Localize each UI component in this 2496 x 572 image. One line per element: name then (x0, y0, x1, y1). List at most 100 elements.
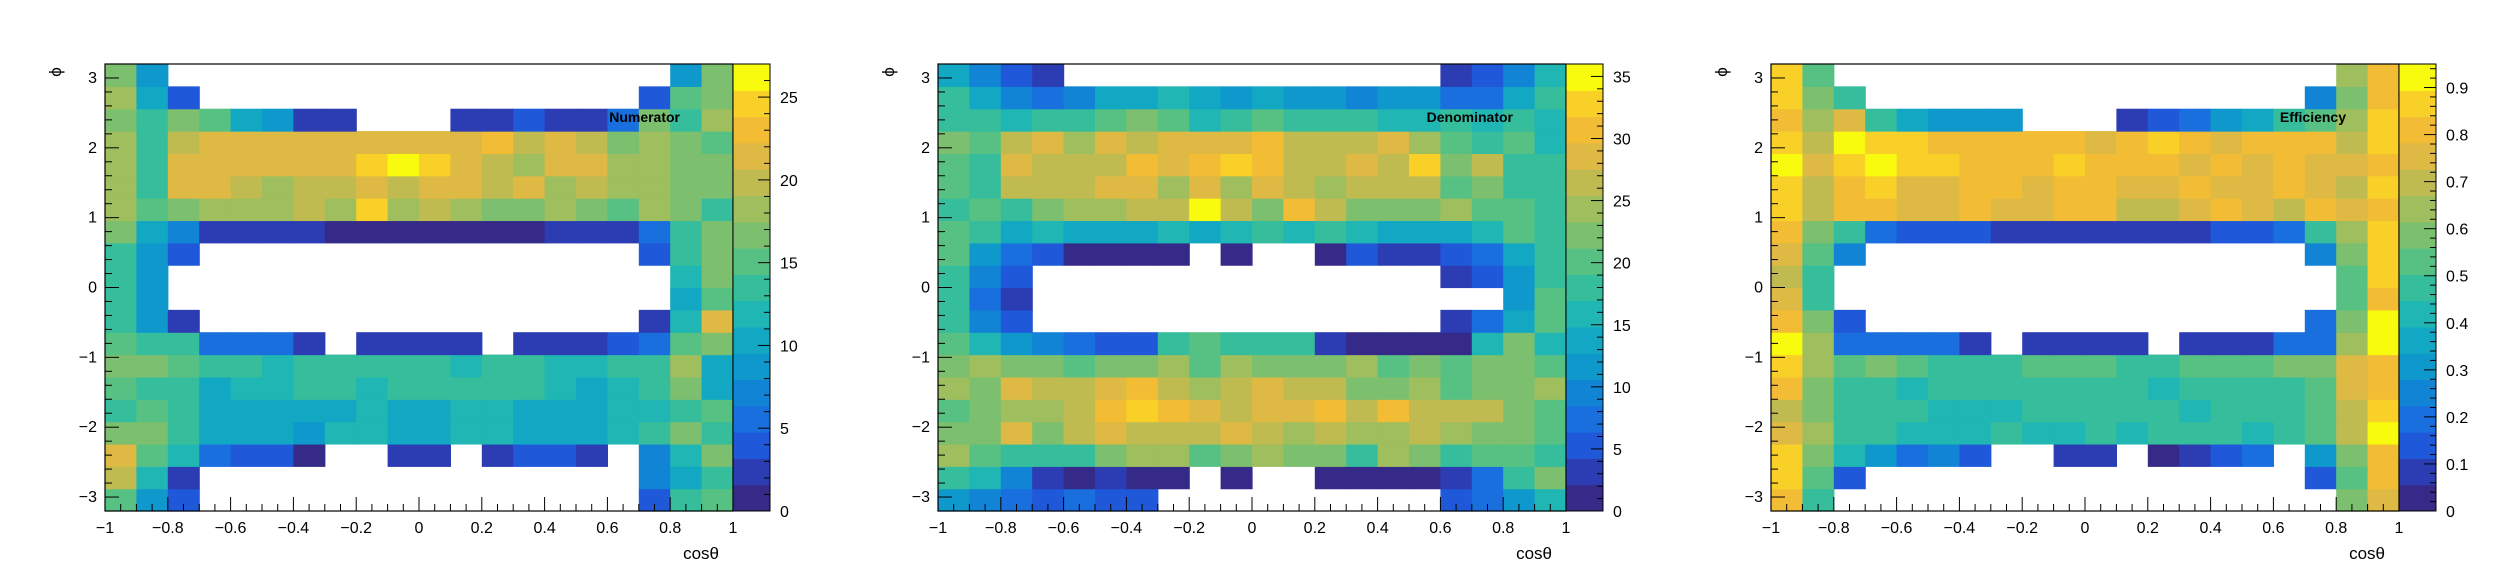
color-scale-band (733, 169, 770, 196)
heatmap-cell (1126, 421, 1159, 445)
heatmap-cell (2147, 443, 2180, 467)
heatmap-cell (1534, 376, 1567, 400)
y-tick-label: 0 (88, 280, 97, 297)
heatmap-cell (1471, 309, 1504, 333)
heatmap-cell (1283, 153, 1316, 177)
heatmap-cell (262, 198, 294, 222)
x-axis-label: cosθ (2349, 544, 2385, 563)
x-tick-label: 0 (2081, 520, 2090, 537)
color-scale-band (733, 195, 770, 223)
heatmap-cell (544, 220, 577, 244)
color-scale-band (1566, 484, 1603, 512)
heatmap-cell (701, 153, 734, 177)
heatmap-cell (136, 108, 169, 132)
heatmap-cell (293, 198, 326, 222)
heatmap-cell (2336, 287, 2369, 311)
heatmap-cell (167, 86, 200, 110)
heatmap-cell (1471, 86, 1504, 110)
heatmap-cell (1283, 131, 1316, 154)
heatmap-cell (1126, 466, 1159, 490)
heatmap-cell (1471, 354, 1504, 378)
heatmap-cell (1000, 287, 1033, 311)
heatmap-cell (167, 376, 200, 400)
heatmap-cell (544, 153, 577, 177)
heatmap-cell (1771, 153, 1803, 177)
heatmap-cell (638, 443, 671, 467)
heatmap-cell (1346, 332, 1379, 356)
y-tick-label: 1 (1754, 210, 1763, 227)
color-scale-band (733, 221, 770, 249)
heatmap-cell (1032, 220, 1065, 244)
heatmap-cell (293, 354, 326, 378)
heatmap-cell (2147, 376, 2180, 400)
heatmap-cell (199, 332, 232, 356)
z-tick-label: 0.3 (2446, 363, 2468, 380)
heatmap-cell (969, 443, 1002, 467)
color-scale-band (2399, 432, 2436, 459)
heatmap-cell (1534, 421, 1567, 445)
heatmap-cell (1409, 466, 1441, 490)
heatmap-cell (1220, 332, 1253, 356)
color-scale-band (2399, 248, 2436, 275)
heatmap-cell (670, 287, 703, 311)
heatmap-cell (607, 108, 640, 132)
heatmap-cell (2210, 443, 2243, 467)
heatmap-cell (481, 153, 514, 177)
heatmap-cell (1126, 354, 1159, 378)
heatmap-cell (1252, 354, 1284, 378)
heatmap-cell (2116, 376, 2149, 400)
heatmap-cell (2242, 153, 2274, 177)
heatmap-cell (1126, 86, 1159, 110)
heatmap-cell (1771, 332, 1803, 356)
heatmap-cell (2273, 175, 2306, 199)
heatmap-cell (136, 153, 169, 177)
heatmap-cell (701, 376, 734, 400)
heatmap-cell (1063, 198, 1096, 222)
heatmap-cell (1896, 131, 1929, 154)
heatmap-cell (1503, 108, 1536, 132)
color-scale-band (733, 274, 770, 302)
heatmap-cell (1252, 86, 1284, 110)
heatmap-cell (1534, 332, 1567, 356)
heatmap-cell (2242, 131, 2274, 154)
heatmap-cell (701, 64, 734, 87)
heatmap-cell (1928, 131, 1960, 154)
heatmap-cell (2210, 332, 2243, 356)
heatmap-cell (1471, 64, 1504, 87)
heatmap-cell (1063, 153, 1096, 177)
heatmap-cell (2242, 332, 2274, 356)
heatmap-cell (2336, 198, 2369, 222)
heatmap-cell (969, 376, 1002, 400)
heatmap-cell (938, 175, 970, 199)
y-tick-label: −2 (912, 419, 930, 436)
heatmap-cell (1928, 376, 1960, 400)
heatmap-cell (324, 399, 357, 423)
heatmap-cell (969, 287, 1002, 311)
heatmap-cell (1865, 354, 1898, 378)
x-tick-label: −1 (1762, 520, 1780, 537)
z-tick-label: 15 (780, 256, 798, 273)
heatmap-cell (969, 220, 1002, 244)
heatmap-cell (1095, 242, 1127, 266)
heatmap-cell (2367, 399, 2400, 423)
heatmap-cell (1283, 198, 1316, 222)
heatmap-cell (938, 108, 970, 132)
heatmap-cell (1959, 399, 1992, 423)
heatmap-cell (1283, 332, 1316, 356)
heatmap-cell (1409, 421, 1441, 445)
color-scale-band (1566, 326, 1603, 354)
heatmap-cell (1032, 354, 1065, 378)
heatmap-cell (2367, 108, 2400, 132)
heatmap-cell (2210, 108, 2243, 132)
heatmap-cell (2116, 220, 2149, 244)
heatmap-cell (1377, 108, 1410, 132)
heatmap-cell (1959, 131, 1992, 154)
heatmap-cell (2147, 421, 2180, 445)
heatmap-cell (1440, 242, 1473, 266)
heatmap-cell (1896, 399, 1929, 423)
heatmap-cell (1440, 131, 1473, 154)
heatmap-cell (2053, 332, 2086, 356)
heatmap-cell (167, 220, 200, 244)
heatmap-cell (2179, 198, 2212, 222)
heatmap-cell (701, 488, 734, 512)
